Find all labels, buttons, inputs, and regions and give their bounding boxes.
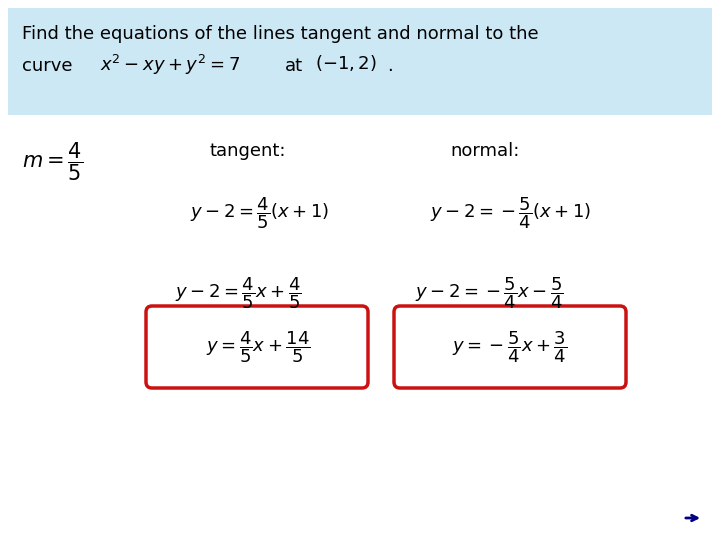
Text: $y = \dfrac{4}{5}x + \dfrac{14}{5}$: $y = \dfrac{4}{5}x + \dfrac{14}{5}$: [206, 329, 310, 365]
Text: $y = -\dfrac{5}{4}x + \dfrac{3}{4}$: $y = -\dfrac{5}{4}x + \dfrac{3}{4}$: [452, 329, 567, 365]
Text: Find the equations of the lines tangent and normal to the: Find the equations of the lines tangent …: [22, 25, 539, 43]
Text: $y - 2 = -\dfrac{5}{4}x - \dfrac{5}{4}$: $y - 2 = -\dfrac{5}{4}x - \dfrac{5}{4}$: [415, 275, 564, 310]
FancyBboxPatch shape: [394, 306, 626, 388]
Text: $y - 2 = \dfrac{4}{5}(x+1)$: $y - 2 = \dfrac{4}{5}(x+1)$: [190, 195, 329, 231]
Text: tangent:: tangent:: [210, 142, 287, 160]
FancyBboxPatch shape: [146, 306, 368, 388]
Text: curve: curve: [22, 57, 73, 75]
Text: $y - 2 = -\dfrac{5}{4}(x+1)$: $y - 2 = -\dfrac{5}{4}(x+1)$: [430, 195, 591, 231]
Text: $y - 2 = \dfrac{4}{5}x + \dfrac{4}{5}$: $y - 2 = \dfrac{4}{5}x + \dfrac{4}{5}$: [175, 275, 302, 310]
Text: normal:: normal:: [450, 142, 519, 160]
FancyBboxPatch shape: [8, 8, 712, 115]
Text: $x^2 - xy + y^2 = 7$: $x^2 - xy + y^2 = 7$: [100, 53, 240, 77]
Text: $(-1,2)$: $(-1,2)$: [315, 53, 377, 73]
Text: $m = \dfrac{4}{5}$: $m = \dfrac{4}{5}$: [22, 140, 84, 183]
Text: .: .: [387, 57, 392, 75]
Text: at: at: [285, 57, 303, 75]
